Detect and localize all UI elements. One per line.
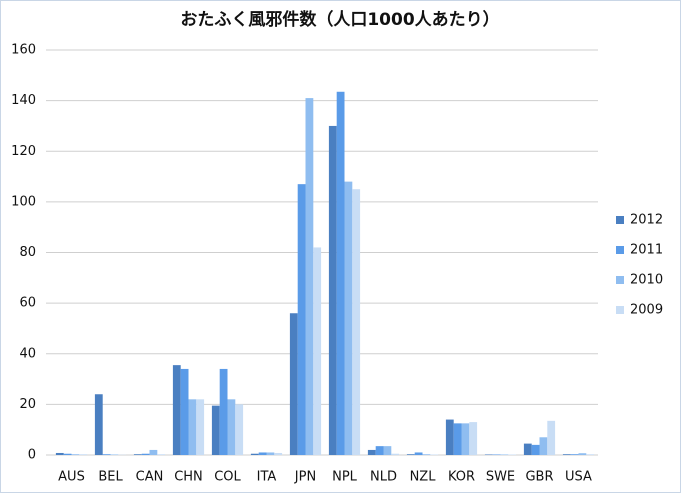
bar	[188, 399, 197, 455]
x-tick-label: SWE	[486, 470, 515, 485]
bar	[469, 422, 478, 455]
bar	[484, 454, 493, 455]
bar	[414, 452, 423, 455]
bar	[445, 419, 454, 455]
bar	[196, 399, 205, 455]
bar	[391, 453, 400, 455]
y-tick-label: 140	[11, 93, 36, 108]
legend-label: 2009	[630, 303, 663, 318]
bar	[141, 453, 150, 455]
bar	[266, 452, 275, 455]
bar	[250, 453, 259, 455]
bar	[55, 452, 64, 455]
x-tick-label: NPL	[332, 470, 358, 485]
bar	[172, 365, 181, 455]
legend-swatch	[616, 246, 624, 254]
x-tick-label: AUS	[58, 470, 85, 485]
bar	[71, 454, 80, 455]
y-tick-label: 80	[19, 245, 36, 260]
bar	[539, 437, 548, 455]
bar	[289, 313, 298, 455]
bar	[274, 452, 283, 455]
legend-swatch	[616, 216, 624, 224]
x-tick-label: KOR	[448, 470, 475, 485]
x-tick-label: COL	[214, 470, 241, 485]
bar	[211, 405, 220, 455]
bar	[422, 454, 431, 455]
legend-swatch	[616, 276, 624, 284]
bar	[219, 368, 228, 455]
y-tick-label: 40	[19, 346, 36, 361]
x-tick-label: ITA	[257, 470, 277, 485]
bar	[313, 247, 322, 455]
bar	[500, 454, 509, 455]
y-tick-label: 120	[11, 144, 36, 159]
bar	[586, 454, 595, 455]
bar	[344, 181, 353, 455]
bar	[180, 368, 189, 455]
bar	[383, 446, 392, 455]
bar	[406, 454, 415, 455]
bar	[157, 454, 166, 455]
bar	[149, 449, 158, 455]
x-tick-label: NLD	[370, 470, 397, 485]
x-tick-label: CAN	[136, 470, 164, 485]
bar	[453, 423, 462, 455]
legend-label: 2010	[630, 273, 663, 288]
x-tick-label: NZL	[410, 470, 437, 485]
x-tick-label: USA	[565, 470, 592, 485]
bar	[328, 125, 337, 455]
bar	[492, 454, 501, 455]
bar	[352, 189, 361, 455]
bar	[63, 453, 72, 455]
bar	[547, 420, 556, 455]
bar	[110, 454, 119, 455]
x-tick-label: JPN	[294, 470, 316, 485]
y-tick-label: 100	[11, 194, 36, 209]
bar	[508, 454, 517, 455]
bar	[562, 454, 571, 455]
bar	[531, 444, 540, 455]
legend-label: 2012	[630, 213, 663, 228]
bar	[305, 98, 314, 455]
bar	[235, 404, 244, 455]
bar	[375, 446, 384, 455]
legend-swatch	[616, 306, 624, 314]
bar	[461, 423, 470, 455]
bar	[102, 454, 111, 455]
bar	[258, 452, 267, 455]
chart-title: おたふく風邪件数（人口1000人あたり）	[180, 9, 499, 30]
bar	[367, 449, 376, 455]
x-tick-label: BEL	[98, 470, 123, 485]
bar	[94, 394, 103, 455]
bar	[227, 399, 236, 455]
y-tick-label: 20	[19, 397, 36, 412]
bar	[79, 454, 88, 455]
bar	[570, 454, 579, 455]
bar	[578, 453, 587, 455]
x-tick-label: CHN	[174, 470, 203, 485]
bar	[133, 454, 142, 455]
y-tick-label: 160	[11, 43, 36, 58]
bar	[523, 443, 532, 455]
y-tick-label: 60	[19, 296, 36, 311]
bar	[430, 454, 439, 455]
y-tick-label: 0	[28, 448, 36, 463]
bar	[336, 91, 345, 455]
x-tick-label: GBR	[525, 470, 553, 485]
legend-label: 2011	[630, 243, 663, 258]
bar	[297, 184, 306, 455]
